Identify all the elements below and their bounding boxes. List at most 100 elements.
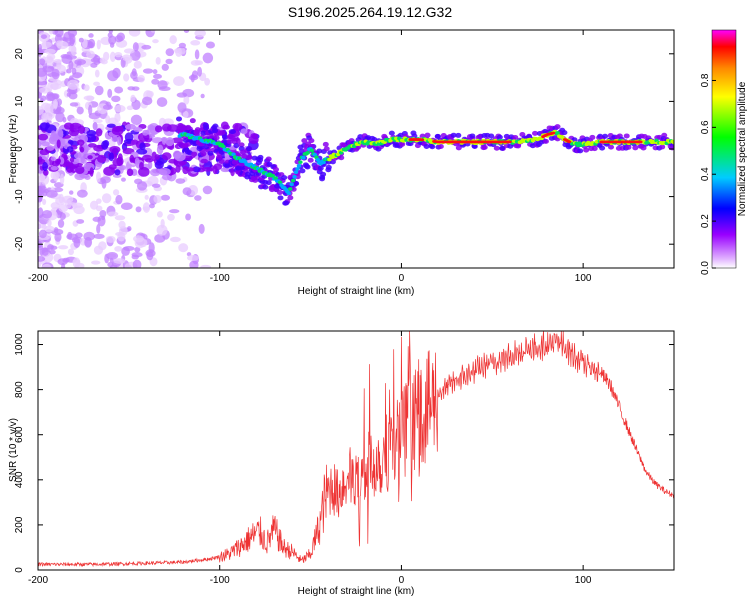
spectrogram-noise-cell (112, 67, 121, 79)
spectrogram-ridge-halo (203, 125, 210, 131)
spectrogram-noise-cell (167, 213, 175, 221)
spectrogram-band-cell (101, 140, 109, 150)
spectrogram-noise-cell (194, 30, 206, 38)
spectrogram-noise-cell (112, 173, 122, 178)
spectrogram-noise-cell (94, 85, 104, 96)
spectrogram-ridge-halo (265, 180, 272, 186)
spectrogram-noise-cell (68, 33, 75, 40)
spectrogram-peak-cell (567, 140, 572, 144)
spectrogram-noise-cell (176, 92, 188, 98)
colorbar-tick-label: 0.4 (700, 167, 711, 181)
snr-x-tick-label: -200 (28, 575, 48, 586)
spectrogram-noise-cell (42, 198, 47, 206)
spectrogram-ridge-cell (273, 176, 278, 180)
spectrogram-noise-cell (72, 257, 81, 268)
snr-y-tick-label: 200 (14, 516, 25, 533)
spectrogram-band-cell (51, 130, 56, 137)
spectrogram-y-tick-label: 0 (14, 146, 25, 152)
spectrogram-band-cell (240, 128, 248, 135)
spectrogram-noise-cell (78, 37, 84, 43)
spectrogram-noise-cell (88, 104, 93, 116)
spectrogram-noise-cell (83, 84, 90, 92)
spectrogram-noise-cell (100, 176, 111, 184)
spectrogram-noise-cell (161, 63, 169, 71)
spectrogram-noise-cell (178, 42, 186, 49)
spectrogram-band-cell (69, 157, 75, 163)
spectrogram-band-cell (79, 146, 85, 153)
spectrogram-noise-cell (86, 50, 96, 59)
spectrogram-noise-cell (156, 211, 163, 218)
spectrogram-ridge-halo (455, 145, 462, 151)
spectrogram-band-cell (75, 165, 85, 175)
spectrogram-noise-cell (42, 188, 50, 194)
spectrogram-noise-cell (94, 69, 100, 78)
snr-frame (37, 330, 675, 571)
spectrogram-noise-cell (96, 198, 102, 204)
spectrogram-noise-cell (102, 104, 113, 110)
spectrogram-band-cell (57, 129, 64, 139)
spectrogram-noise-cell (41, 247, 49, 256)
spectrogram-ridge-halo (182, 142, 189, 148)
spectrogram-noise-cell (41, 210, 53, 219)
spectrogram-ridge-halo (200, 151, 207, 157)
spectrogram-ridge-halo (180, 126, 187, 132)
spectrogram-band-cell (89, 167, 94, 177)
spectrogram-noise-cell (107, 261, 114, 268)
spectrogram-noise-cell (198, 223, 205, 235)
spectrogram-ridge-halo (424, 132, 431, 138)
spectrogram-band-cell (109, 146, 121, 154)
spectrogram-noise-cell (62, 116, 67, 123)
spectrogram-band-cell (156, 144, 164, 155)
spectrogram-ridge-cell (221, 144, 226, 149)
spectrogram-ridge-halo (316, 148, 323, 154)
spectrogram-ridge-halo (589, 134, 596, 140)
spectrogram-noise-cell (66, 68, 72, 74)
spectrogram-noise-cell (151, 78, 160, 85)
spectrogram-band-cell (139, 142, 146, 151)
spectrogram-noise-cell (149, 203, 155, 209)
spectrogram-band-cell (97, 154, 107, 163)
spectrogram-band-cell (55, 158, 61, 165)
spectrogram-ridge-halo (608, 144, 615, 150)
spectrogram-noise-cell (197, 66, 202, 77)
spectrogram-noise-cell (88, 38, 96, 49)
spectrogram-noise-cell (76, 189, 88, 198)
spectrogram-noise-cell (38, 207, 44, 219)
spectrogram-ridge-halo (320, 171, 327, 177)
spectrogram-noise-cell (156, 97, 168, 107)
spectrogram-noise-cell (68, 60, 74, 70)
spectrogram-noise-cell (43, 225, 55, 233)
spectrogram-ridge-halo (399, 141, 406, 147)
spectrogram-noise-cell (144, 194, 149, 200)
spectrogram-noise-cell (202, 185, 213, 195)
spectrogram-band-cell (92, 121, 98, 131)
spectrogram-ridge-halo (265, 156, 272, 162)
spectrogram-noise-cell (52, 98, 59, 109)
spectrogram-noise-cell (177, 102, 187, 113)
spectrogram-peak-cell (638, 140, 643, 144)
spectrogram-x-tick-label: 100 (575, 273, 592, 284)
spectrogram-ridge-halo (273, 166, 280, 172)
spectrogram-band-cell (63, 161, 74, 167)
spectrogram-ridge-halo (176, 116, 183, 122)
spectrogram-ridge-halo (238, 142, 245, 148)
spectrogram-ridge-halo (488, 133, 495, 139)
colorbar-tick-label: 0.6 (700, 120, 711, 134)
spectrogram-ridge-halo (471, 144, 478, 150)
spectrogram-ridge-halo (222, 134, 229, 140)
spectrogram-band-cell (56, 139, 61, 149)
spectrogram-noise-cell (76, 106, 84, 115)
spectrogram-ridge-halo (659, 144, 666, 150)
colorbar-tick-label: 0.0 (700, 261, 711, 275)
spectrogram-ridge-halo (189, 118, 196, 124)
spectrogram-noise-cell (153, 73, 162, 79)
spectrogram-ridge-halo (299, 168, 306, 174)
spectrogram-ridge-halo (277, 195, 284, 201)
spectrogram-noise-cell (40, 34, 48, 39)
spectrogram-x-label: Height of straight line (km) (298, 286, 415, 297)
spectrogram-ridge-halo (542, 138, 549, 144)
spectrogram-noise-cell (41, 263, 52, 268)
spectrogram-noise-cell (76, 219, 85, 224)
spectrogram-noise-cell (95, 205, 103, 212)
